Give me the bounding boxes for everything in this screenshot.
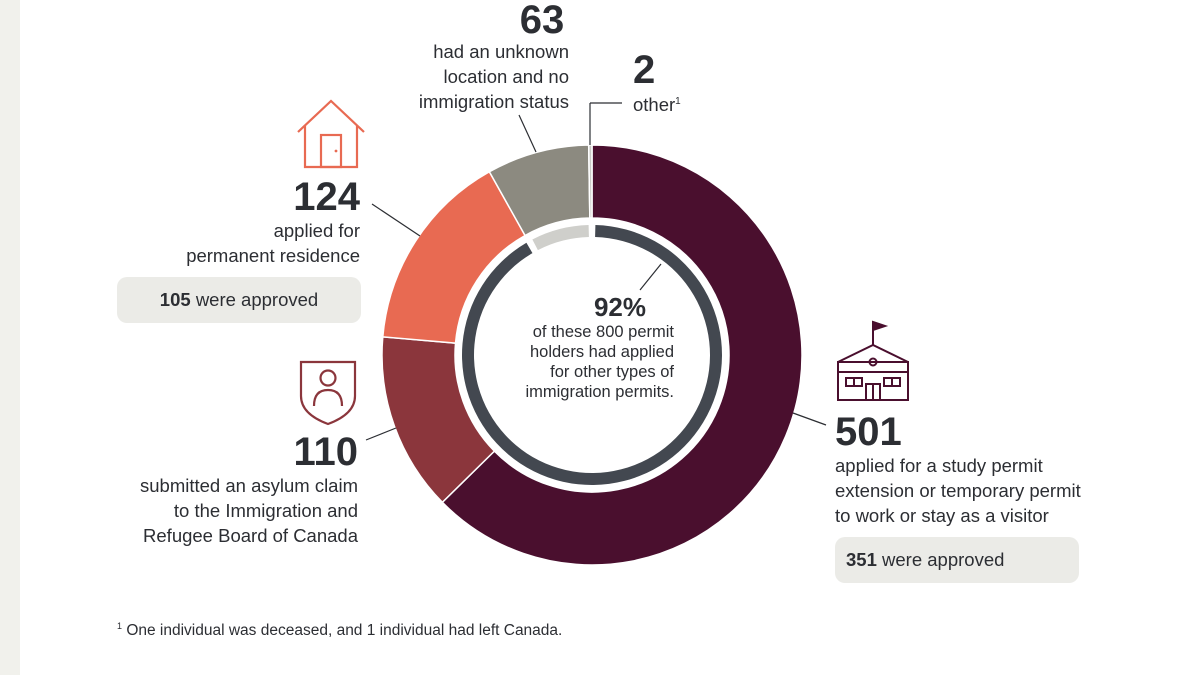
approved-count-study: 351 xyxy=(846,549,877,570)
footnote-mark: 1 xyxy=(675,96,681,107)
label-study-line2: extension or temporary permit xyxy=(835,480,1081,501)
left-margin-strip xyxy=(0,0,20,675)
inner-arc-not-applied xyxy=(532,225,589,251)
label-unknown-line1: had an unknown xyxy=(433,41,569,62)
segment-study-work-visitor xyxy=(441,144,803,566)
footnote-text: One individual was deceased, and 1 indiv… xyxy=(126,622,563,640)
label-asylum-line2: to the Immigration and xyxy=(173,500,358,521)
leader-line-study xyxy=(792,412,827,426)
value-study-permit: 501 xyxy=(835,410,902,454)
center-line1: of these 800 permit xyxy=(532,323,674,341)
approved-count-pr: 105 xyxy=(159,289,191,310)
center-description: of these 800 permit holders had applied … xyxy=(480,322,674,402)
label-other-text: other xyxy=(633,94,676,116)
label-study-line1: applied for a study permit xyxy=(835,455,1043,476)
leader-line-unknown xyxy=(518,114,537,153)
value-asylum: 110 xyxy=(293,430,358,474)
label-other: other1 xyxy=(633,89,681,117)
label-asylum: submitted an asylum claim to the Immigra… xyxy=(100,473,358,548)
leader-line-asylum xyxy=(365,427,397,441)
school-building-icon xyxy=(837,320,909,401)
center-percent: 92% xyxy=(593,292,647,322)
approved-text-study: were approved xyxy=(882,549,1005,570)
label-study-line3: to work or stay as a visitor xyxy=(835,505,1049,526)
label-asylum-line1: submitted an asylum claim xyxy=(140,475,358,496)
leader-line-permanent-residence xyxy=(371,203,421,237)
segment-other xyxy=(587,144,593,219)
shield-person-icon xyxy=(299,360,357,426)
footnote: 1 One individual was deceased, and 1 ind… xyxy=(117,621,562,640)
inner-ring xyxy=(462,225,723,485)
label-unknown: had an unknown location and no immigrati… xyxy=(380,39,569,114)
label-asylum-line3: Refugee Board of Canada xyxy=(143,525,358,546)
leader-lines xyxy=(365,102,827,441)
footnote-mark-bottom: 1 xyxy=(117,621,123,631)
label-pr-line2: permanent residence xyxy=(186,245,360,266)
approved-badge-study-permit: 351 were approved xyxy=(835,537,1079,583)
approved-badge-permanent-residence: 105 were approved xyxy=(117,277,361,323)
approved-text-pr: were approved xyxy=(195,289,319,310)
leader-line-inner xyxy=(639,263,662,291)
center-line2: holders had applied xyxy=(529,343,674,361)
label-pr-line1: applied for xyxy=(273,220,360,241)
label-permanent-residence: applied for permanent residence xyxy=(150,218,360,268)
label-study-permit: applied for a study permit extension or … xyxy=(835,453,1135,528)
house-icon xyxy=(297,99,365,169)
value-other: 2 xyxy=(633,48,656,92)
value-permanent-residence: 124 xyxy=(293,175,360,219)
value-unknown: 63 xyxy=(519,0,565,42)
center-line3: for other types of xyxy=(550,363,674,381)
label-unknown-line2: location and no xyxy=(443,66,570,87)
center-line4: immigration permits. xyxy=(525,383,674,401)
outer-ring xyxy=(381,144,803,566)
label-unknown-line3: immigration status xyxy=(418,91,569,112)
